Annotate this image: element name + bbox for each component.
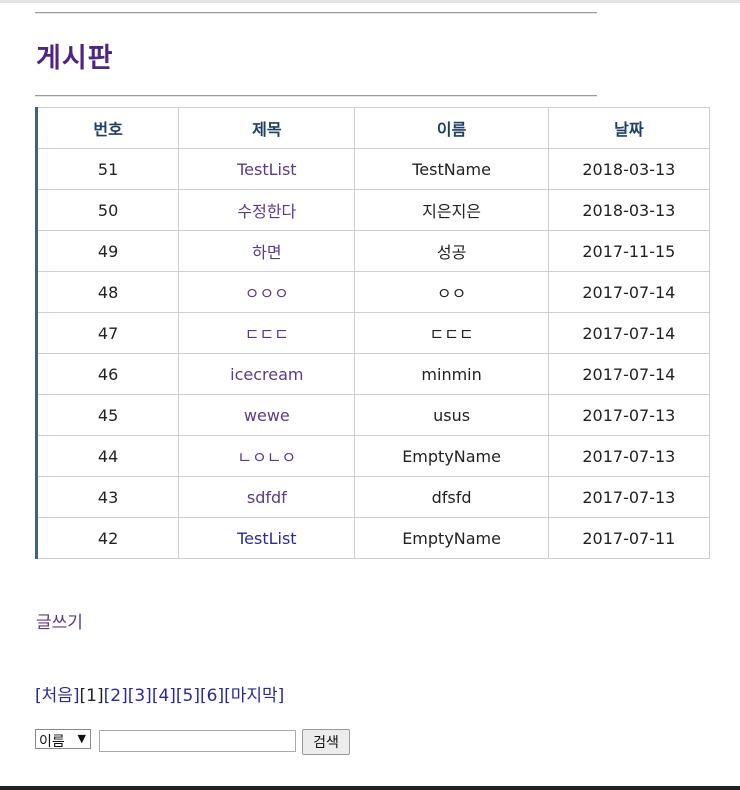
row-subject-link[interactable]: TestList [237,159,297,179]
row-subject-cell: TestList [178,148,356,190]
header-name: 이름 [354,107,549,149]
row-number: 49 [36,230,180,272]
window-bottom-edge [0,786,740,790]
row-date: 2017-07-11 [547,517,711,559]
row-date: 2017-07-14 [547,353,711,395]
row-date: 2017-07-13 [547,476,711,518]
row-name: usus [354,394,549,436]
pagination-page[interactable]: [6] [200,686,225,706]
row-date: 2017-07-13 [547,394,711,436]
row-date: 2018-03-13 [547,148,711,190]
row-date: 2017-07-14 [547,271,711,313]
row-name: 지은지은 [354,189,549,231]
window-top-edge [0,0,740,3]
row-date: 2018-03-13 [547,189,711,231]
pagination-page[interactable]: [3] [127,686,152,706]
row-subject-link[interactable]: icecream [230,364,304,384]
title-divider [35,95,597,97]
write-post-link[interactable]: 글쓰기 [36,613,83,633]
row-name: 성공 [354,230,549,272]
row-subject-cell: ㄷㄷㄷ [178,312,356,354]
row-date: 2017-07-13 [547,435,711,477]
pagination-page[interactable]: [4] [151,686,176,706]
row-date: 2017-07-14 [547,312,711,354]
row-subject-link[interactable]: ㅇㅇㅇ [244,284,289,303]
pagination-page[interactable]: [2] [103,686,128,706]
row-name: EmptyName [354,517,549,559]
row-number: 51 [36,148,180,190]
table-row: 46 icecream minmin 2017-07-14 [36,353,711,395]
table-row: 42 TestList EmptyName 2017-07-11 [36,517,711,559]
pagination-page-current: [1] [79,686,104,706]
row-name: minmin [354,353,549,395]
pagination-first[interactable]: [처음] [35,686,80,706]
row-name: ㅇㅇ [354,271,549,313]
table-row: 45 wewe usus 2017-07-13 [36,394,711,436]
row-number: 45 [36,394,180,436]
row-subject-cell: 하면 [178,230,356,272]
row-number: 46 [36,353,180,395]
row-subject-cell: ㅇㅇㅇ [178,271,356,313]
pagination: [처음][1][2][3][4][5][6][마지막] [35,681,284,706]
table-row: 43 sdfdf dfsfd 2017-07-13 [36,476,711,518]
row-subject-link[interactable]: TestList [237,528,297,548]
search-button[interactable]: 검색 [302,729,350,755]
row-name: TestName [354,148,549,190]
row-subject-cell: ㄴㅇㄴㅇ [178,435,356,477]
row-number: 50 [36,189,180,231]
search-field-select-value: 이름 [39,734,65,750]
row-date: 2017-11-15 [547,230,711,272]
table-row: 48 ㅇㅇㅇ ㅇㅇ 2017-07-14 [36,271,711,313]
row-name: ㄷㄷㄷ [354,312,549,354]
row-subject-cell: sdfdf [178,476,356,518]
pagination-page[interactable]: [5] [175,686,201,706]
row-subject-cell: 수정한다 [178,189,356,231]
row-subject-cell: wewe [178,394,356,436]
search-field-select[interactable]: 이름 ▼ [35,729,91,750]
dropdown-arrow-icon: ▼ [77,732,86,745]
row-subject-link[interactable]: ㄴㅇㄴㅇ [237,448,297,467]
top-divider [35,12,597,14]
header-date: 날짜 [547,107,711,149]
table-row: 50 수정한다 지은지은 2018-03-13 [36,189,711,231]
row-name: EmptyName [354,435,549,477]
row-subject-link[interactable]: wewe [243,405,290,425]
row-number: 48 [36,271,180,313]
table-header-row: 번호 제목 이름 날짜 [36,107,711,149]
row-subject-cell: icecream [178,353,356,395]
board-table: 번호 제목 이름 날짜 51 TestList TestName 2018-03… [35,107,711,559]
row-subject-link[interactable]: sdfdf [246,487,287,507]
row-number: 44 [36,435,180,477]
page-title: 게시판 [36,43,114,74]
header-subject: 제목 [178,107,356,149]
row-number: 43 [36,476,180,518]
table-row: 51 TestList TestName 2018-03-13 [36,148,711,190]
row-name: dfsfd [354,476,549,518]
row-subject-link[interactable]: 수정한다 [237,202,297,221]
row-subject-link[interactable]: 하면 [252,243,282,262]
row-subject-link[interactable]: ㄷㄷㄷ [244,325,289,344]
table-row: 44 ㄴㅇㄴㅇ EmptyName 2017-07-13 [36,435,711,477]
header-number: 번호 [36,107,180,149]
row-subject-cell: TestList [178,517,356,559]
row-number: 47 [36,312,180,354]
pagination-last[interactable]: [마지막] [224,686,285,706]
table-row: 47 ㄷㄷㄷ ㄷㄷㄷ 2017-07-14 [36,312,711,354]
table-row: 49 하면 성공 2017-11-15 [36,230,711,272]
search-input[interactable] [99,730,296,752]
row-number: 42 [36,517,180,559]
